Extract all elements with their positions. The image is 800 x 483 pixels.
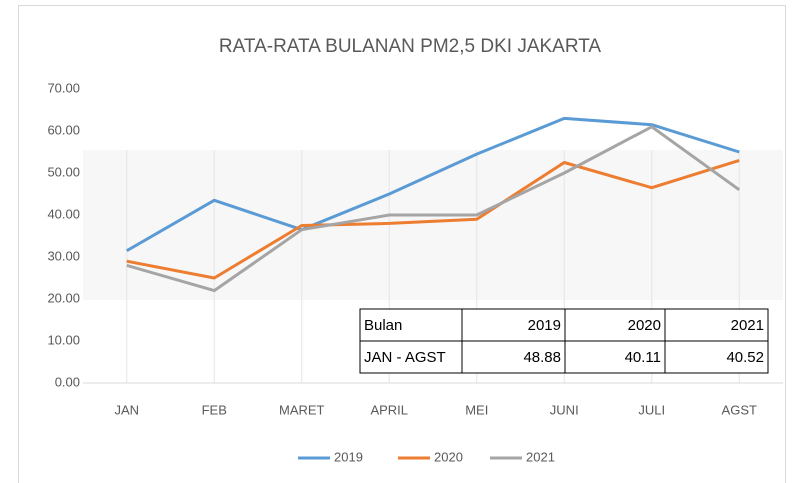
chart-title: RATA-RATA BULANAN PM2,5 DKI JAKARTA [219,36,602,57]
x-tick-label: FEB [202,402,227,417]
x-tick-label: JAN [114,402,139,417]
x-tick-label: AGST [722,402,757,417]
table-cell [664,340,769,374]
x-tick-label: MEI [465,402,488,417]
y-tick-label: 10.00 [47,332,80,347]
table-cell [664,308,769,342]
table-cell [564,340,666,374]
table-cell-text: 2020 [628,317,661,334]
x-tick-label: MARET [279,402,325,417]
table-cell-text: JAN - AGST [364,349,446,366]
series-line [126,158,740,280]
y-tick-label: 20.00 [47,290,80,305]
x-tick-label: JUNI [550,402,579,417]
table-cell-text: Bulan [364,317,402,334]
table-cell [359,340,463,374]
x-tick-label: JULI [638,402,665,417]
y-tick-label: 70.00 [47,80,80,95]
table-cell-text: 40.52 [726,349,764,366]
table-cell [461,340,566,374]
y-tick-label: 30.00 [47,248,80,263]
y-tick-label: 40.00 [47,206,80,221]
y-tick-label: 50.00 [47,164,80,179]
legend-label: 2021 [526,449,555,464]
table-cell [564,308,666,342]
series-line [126,125,741,293]
legend-label: 2020 [434,449,463,464]
table-cell-text: 2021 [731,317,764,334]
series-line [126,116,740,252]
table-cell-text: 48.88 [523,349,561,366]
y-tick-label: 0.00 [55,374,80,389]
legend-label: 2019 [334,449,363,464]
table-cell-text: 40.11 [625,349,661,366]
x-tick-label: APRIL [370,402,408,417]
table-cell-text: 2019 [528,317,561,334]
y-tick-label: 60.00 [47,122,80,137]
